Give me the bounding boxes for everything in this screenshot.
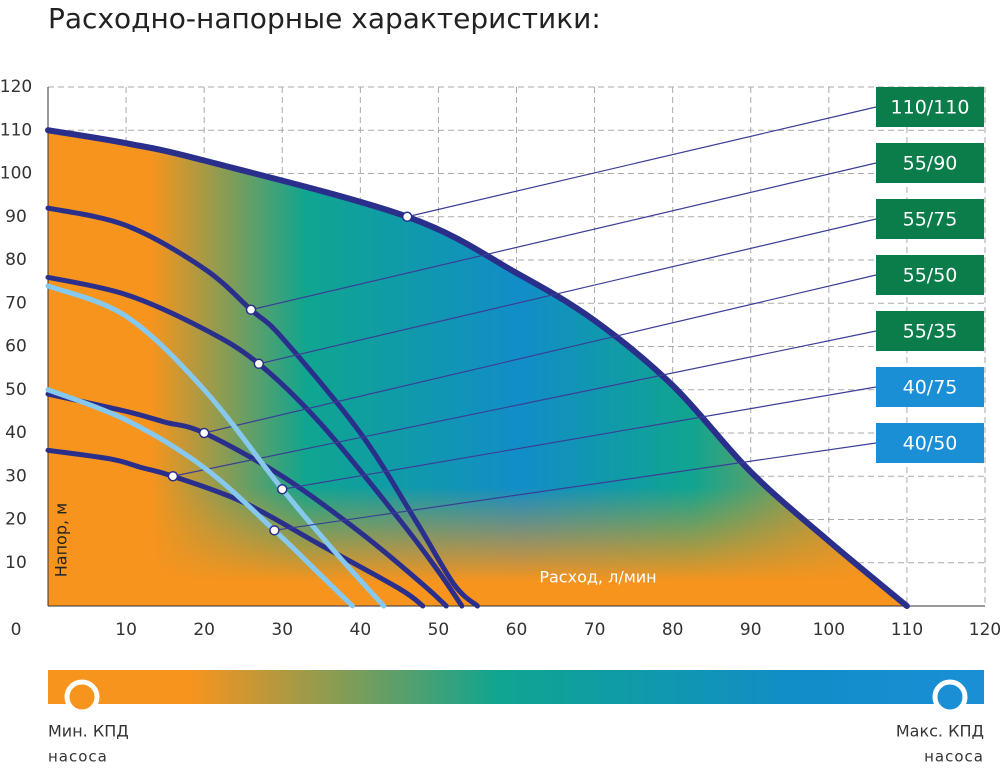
y-tick-label: 100 [0,164,32,184]
y-tick-label: 10 [5,553,27,573]
legend-box [876,199,984,239]
point-marker [253,358,265,370]
x-tick-label: 0 [11,620,22,640]
y-tick-label: 30 [5,466,27,486]
x-tick-label: 110 [891,620,923,640]
x-tick-label: 80 [662,620,684,640]
y-tick-label: 110 [0,120,32,140]
y-tick-label: 40 [5,423,27,443]
x-tick-label: 120 [969,620,1000,640]
series-line [45,283,387,609]
legend-min: Мин. КПД [48,722,129,741]
y-tick-label: 60 [5,337,27,357]
y-tick-label: 80 [5,250,27,270]
y-tick-label: 20 [5,510,27,530]
legend-label: 55/75 [903,209,958,231]
point-marker [277,483,288,495]
leader-line [172,330,877,477]
series-line [45,391,449,609]
x-tick-label: 50 [428,620,450,640]
x-tick-label: 60 [506,620,528,640]
leader-line [274,442,877,531]
legend-box [876,311,984,351]
series-line [45,387,356,609]
min-marker [64,679,100,715]
leader-line [250,162,877,311]
y-tick-label: 120 [0,77,32,97]
point-marker [198,427,210,439]
point-marker [245,304,257,315]
series-line [45,447,426,609]
legend-label: 55/90 [903,153,958,175]
leader-line [282,386,877,490]
y-tick-label: 70 [5,293,27,313]
x-tick-label: 40 [350,620,372,640]
x-tick-label: 20 [193,620,215,640]
max-marker [932,679,968,715]
legend-label: 55/50 [903,265,958,287]
legend-max-sub: насоса [924,748,984,765]
series-line [45,205,480,609]
point-marker [167,471,179,482]
leader-line [407,106,877,218]
x-tick-label: 90 [740,620,762,640]
legend-min-sub: насоса [48,748,108,765]
x-tick-label: 100 [813,620,845,640]
efficiency-bar [48,670,984,704]
legend-box [876,423,984,463]
legend-label: 55/35 [903,321,958,343]
legend-box [876,255,984,295]
legend-box [876,87,984,127]
leader-line [258,218,877,365]
y-tick-label: 90 [5,207,27,227]
legend-max: Макс. КПД [896,722,984,741]
x-tick-label: 70 [584,620,606,640]
x-tick-label: 10 [115,620,137,640]
legend-box [876,367,984,407]
y-tick-label: 50 [5,380,27,400]
legend-label: 110/110 [891,97,970,119]
legend-label: 40/75 [903,377,958,399]
legend-label: 40/50 [903,433,958,455]
point-marker [269,525,280,536]
chart-title: Расходно-напорные характеристики: [48,2,601,35]
x-tick-label: 30 [271,620,293,640]
legend-box [876,143,984,183]
x-axis-label: Расход, л/мин [539,568,656,587]
leader-line [204,274,877,434]
point-marker [401,211,413,222]
series-line [45,274,465,609]
y-axis-label: Напор, м [52,503,71,577]
